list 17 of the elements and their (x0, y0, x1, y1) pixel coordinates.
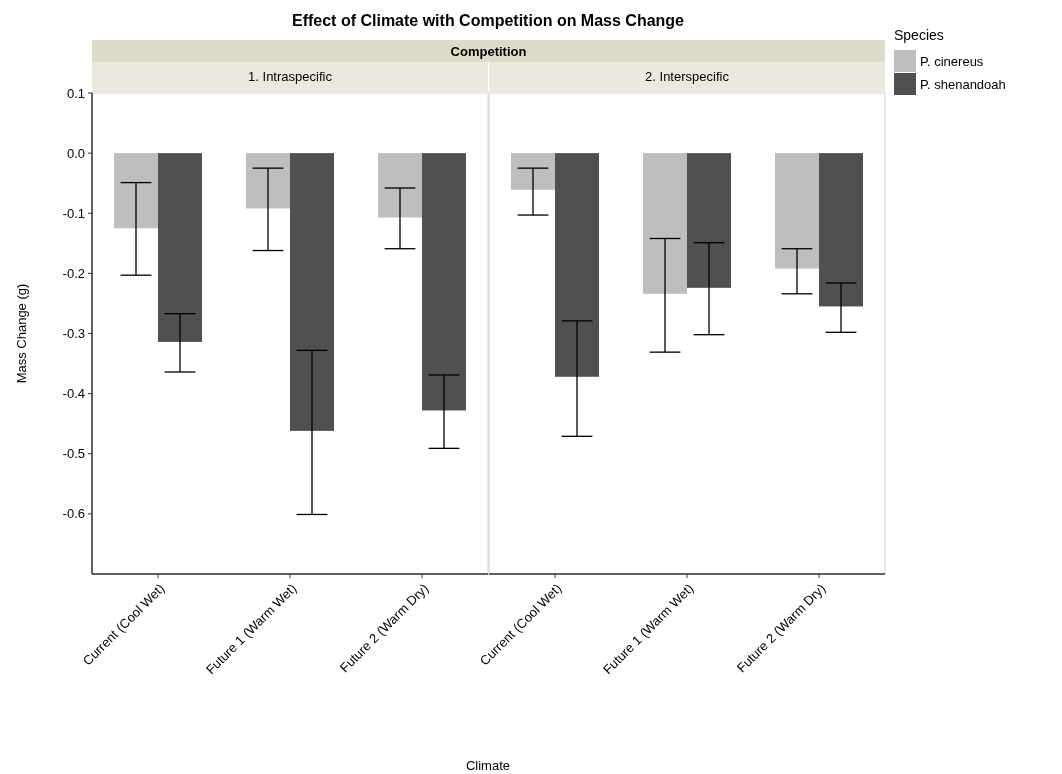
text: Competition (450, 44, 527, 59)
y-tick-label: -0.6 (62, 506, 85, 522)
y-tick-label: -0.1 (62, 205, 85, 221)
y-tick-label: -0.4 (62, 386, 85, 402)
y-axis-title: Mass Change (g) (14, 283, 29, 384)
y-tick-label: 0.1 (66, 85, 85, 101)
legend-label: P. cinereus (920, 53, 984, 69)
chart-subtitle: 1. Intraspecific (248, 69, 333, 84)
y-tick-label: -0.2 (62, 265, 85, 281)
legend-label: P. shenandoah (920, 76, 1006, 92)
x-axis-title: Climate (465, 758, 511, 773)
y-tick-label: -0.5 (62, 446, 85, 462)
chart-title: Effect of Climate with Competition on Mass Change (291, 12, 685, 29)
legend-title: Species (894, 27, 944, 43)
y-tick-label: -0.3 (62, 326, 85, 342)
chart-subtitle: 2. Interspecific (645, 69, 730, 84)
y-tick-label: 0.0 (66, 145, 85, 161)
